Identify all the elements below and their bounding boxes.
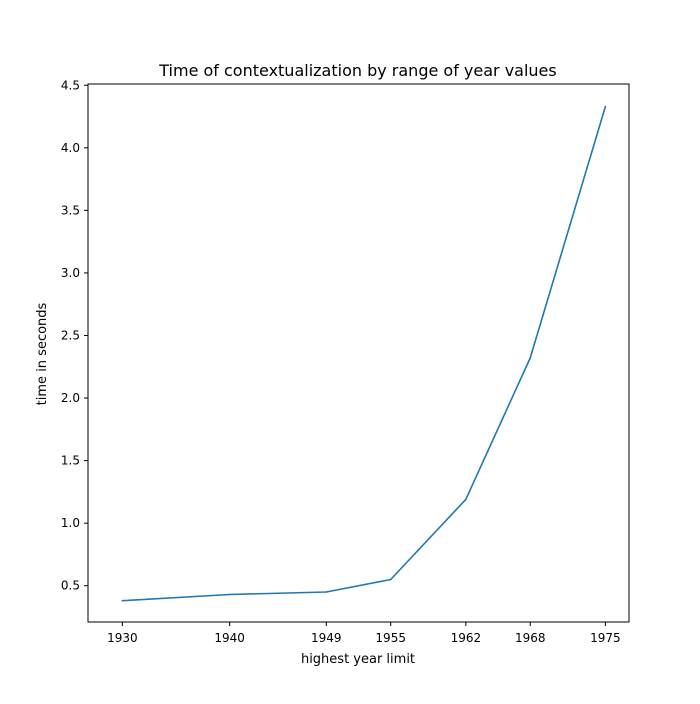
y-tick-label: 2.0 xyxy=(61,391,80,405)
x-tick-label: 1968 xyxy=(515,631,546,645)
y-tick-label: 2.5 xyxy=(61,328,80,342)
x-tick-label: 1975 xyxy=(590,631,621,645)
y-axis-label: time in seconds xyxy=(35,302,50,405)
series-line xyxy=(122,106,607,602)
data-point xyxy=(325,591,328,593)
x-axis-label: highest year limit xyxy=(301,652,415,667)
chart-title: Time of contextualization by range of ye… xyxy=(158,61,556,80)
series-layer xyxy=(121,105,607,602)
y-tick-label: 3.5 xyxy=(61,203,80,217)
x-tick-label: 1949 xyxy=(311,631,342,645)
x-tick-label: 1955 xyxy=(375,631,406,645)
y-tick-label: 4.5 xyxy=(61,78,80,92)
data-point xyxy=(529,357,532,359)
x-axis: 1930 1940 1949 1955 1962 1968 1975 xyxy=(107,622,621,645)
y-tick-label: 0.5 xyxy=(61,579,80,593)
x-tick-label: 1930 xyxy=(107,631,138,645)
data-point xyxy=(228,593,231,596)
data-point xyxy=(121,599,124,602)
plot-frame xyxy=(87,83,630,623)
y-axis: 0.5 1.0 1.5 2.0 2.5 3.0 3.5 4.0 4.5 xyxy=(61,78,88,593)
data-point xyxy=(389,578,392,581)
y-tick-label: 4.0 xyxy=(61,141,80,155)
data-point xyxy=(465,498,467,501)
y-tick-label: 1.5 xyxy=(61,454,80,468)
x-tick-label: 1962 xyxy=(451,631,482,645)
y-tick-label: 3.0 xyxy=(61,266,80,280)
x-tick-label: 1940 xyxy=(214,631,245,645)
y-tick-label: 1.0 xyxy=(61,516,80,530)
data-point xyxy=(604,105,607,108)
